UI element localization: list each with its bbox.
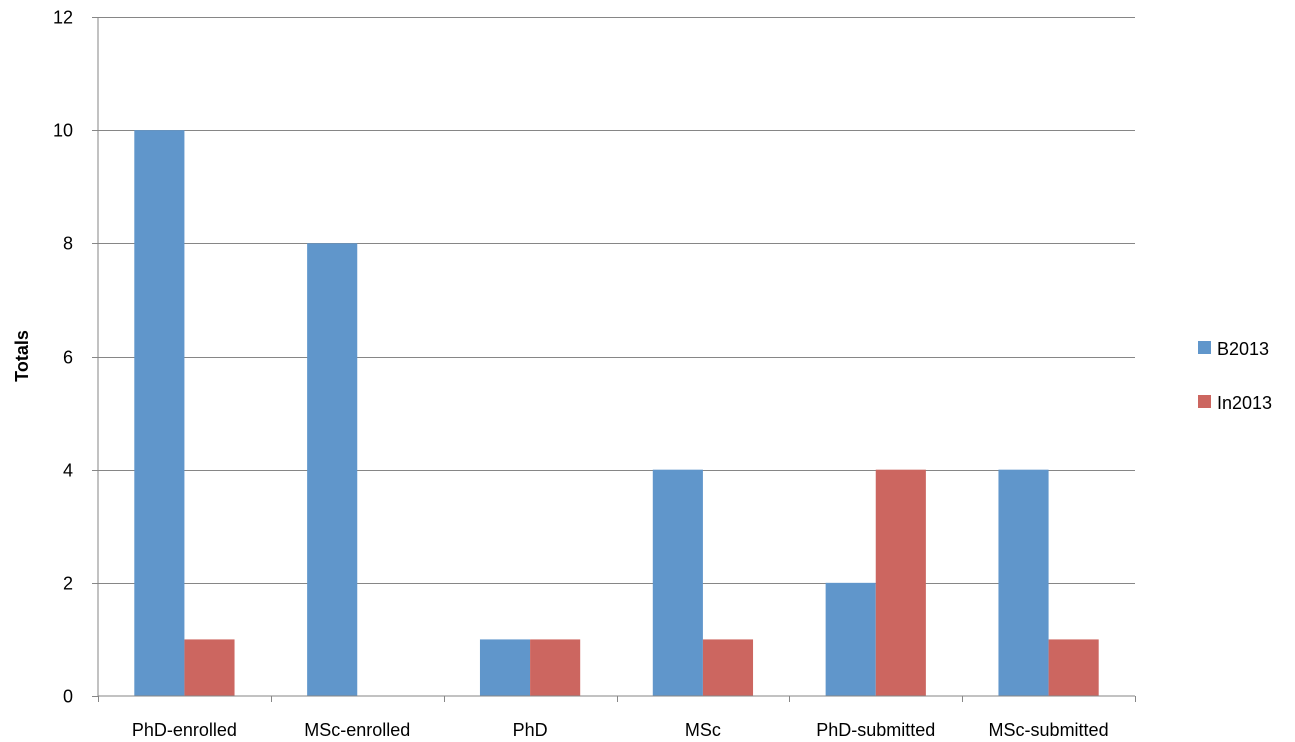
legend: B2013 In2013 bbox=[1198, 339, 1272, 413]
bar-B2013-MSc-enrolled bbox=[307, 243, 358, 696]
bar-In2013-PhD bbox=[530, 639, 581, 696]
bar-B2013-MSc bbox=[652, 469, 703, 696]
x-tick-label: PhD-submitted bbox=[816, 720, 935, 740]
bar-B2013-MSc-submitted bbox=[998, 469, 1049, 696]
bar-B2013-PhD bbox=[479, 639, 531, 696]
y-axis-title: Totals bbox=[12, 330, 32, 382]
x-tick-label: PhD bbox=[513, 720, 548, 740]
legend-swatch-B2013 bbox=[1198, 341, 1211, 354]
y-tick-label: 4 bbox=[63, 461, 73, 481]
legend-label-In2013: In2013 bbox=[1217, 393, 1272, 413]
y-tick-label: 10 bbox=[53, 121, 73, 141]
y-tick-label: 2 bbox=[63, 574, 73, 594]
x-tick-label: MSc bbox=[685, 720, 721, 740]
bar-In2013-MSc bbox=[702, 639, 754, 696]
bar-B2013-PhD-enrolled bbox=[134, 130, 185, 697]
bars bbox=[134, 130, 1099, 697]
y-tick-label: 6 bbox=[63, 348, 73, 368]
gridlines bbox=[92, 17, 1135, 697]
x-tick-labels: PhD-enrolled MSc-enrolled PhD MSc PhD-submit… bbox=[98, 696, 1136, 740]
bar-In2013-PhD-submitted bbox=[875, 469, 926, 696]
x-tick-label: MSc-submitted bbox=[989, 720, 1109, 740]
legend-swatch-In2013 bbox=[1198, 395, 1211, 408]
y-tick-label: 12 bbox=[53, 8, 73, 28]
x-tick-label: MSc-enrolled bbox=[304, 720, 410, 740]
bar-In2013-MSc-submitted bbox=[1048, 639, 1099, 696]
x-tick-label: PhD-enrolled bbox=[132, 720, 237, 740]
bar-In2013-PhD-enrolled bbox=[184, 639, 235, 696]
y-tick-label: 0 bbox=[63, 687, 73, 707]
legend-label-B2013: B2013 bbox=[1217, 339, 1269, 359]
y-tick-labels: 0 2 4 6 8 10 12 bbox=[53, 8, 73, 707]
y-tick-label: 8 bbox=[63, 234, 73, 254]
axes bbox=[97, 17, 1135, 697]
bar-B2013-PhD-submitted bbox=[825, 582, 876, 696]
